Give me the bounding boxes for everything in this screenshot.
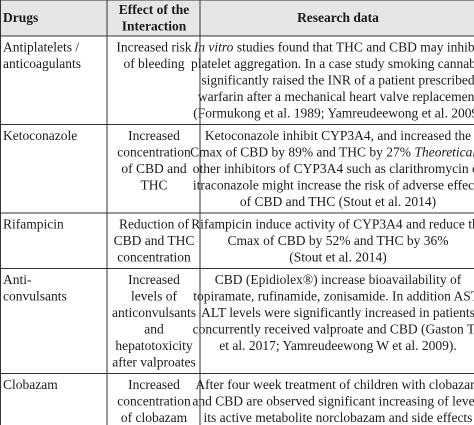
cell-text: Antiplatelets / bbox=[3, 39, 79, 54]
cell-text: hepatotoxicity bbox=[115, 338, 192, 353]
cell-text: concurrently received valproate and CBD … bbox=[193, 321, 474, 336]
cell-text: THC bbox=[141, 177, 168, 192]
cell-text: (Formukong et al. 1989; Yamreudeewong et… bbox=[193, 105, 474, 120]
cell-text: Increased bbox=[128, 128, 180, 143]
cell-text: Increased risk bbox=[116, 39, 192, 54]
cell-text: and CBD are observed significant increas… bbox=[192, 393, 474, 408]
cell-text: Increased bbox=[128, 272, 180, 287]
cell-text: anticonvulsants bbox=[112, 305, 196, 320]
text-run: In vitro bbox=[193, 39, 234, 54]
cell-text: levels of bbox=[131, 288, 178, 303]
cell-text: Rifampicin induce activity of CYP3A4 and… bbox=[191, 216, 474, 231]
cell-text: Rifampicin bbox=[3, 216, 64, 231]
cell-text: anticoagulants bbox=[3, 56, 81, 71]
cell-text: significantly raised the INR of a patien… bbox=[201, 72, 474, 87]
cell-text: of bleeding bbox=[123, 56, 184, 71]
cell-text: warfarin after a mechanical heart valve … bbox=[198, 89, 474, 104]
text-run: studies found that THC and CBD may inhib… bbox=[233, 39, 474, 54]
cell-text: platelet aggregation. In a case study sm… bbox=[191, 56, 474, 71]
cell-text: of CBD and THC (Stout et al. 2014) bbox=[240, 194, 436, 209]
text-run: Cmax of CBD by 89% and THC by 27% bbox=[190, 144, 414, 159]
cell-text: et al. 2017; Yamreudeewong W et al. 2009… bbox=[219, 338, 457, 353]
header-background bbox=[0, 0, 474, 36]
cell-text: Anti- bbox=[3, 272, 32, 287]
cell-text: of CBD and bbox=[121, 161, 186, 176]
cell-text: Clobazam bbox=[3, 377, 58, 392]
cell-text: Cmax of CBD by 52% and THC by 36% bbox=[228, 233, 449, 248]
cell-text: CBD and THC bbox=[114, 233, 195, 248]
cell-text: of clobazam bbox=[121, 410, 188, 425]
cell-text: Drugs bbox=[3, 10, 38, 25]
cell-text: ALT levels were significantly increased … bbox=[201, 305, 474, 320]
cell-text: its active metabolite norclobazam and si… bbox=[204, 410, 473, 425]
cell-text: concentration bbox=[117, 249, 191, 264]
cell-text: itraconazole might increase the risk of … bbox=[193, 177, 474, 192]
cell-text: CBD (Epidiolex®) increase bioavailabilit… bbox=[215, 272, 462, 287]
cell-text: Increased bbox=[128, 377, 180, 392]
cell-text: (Stout et al. 2014) bbox=[289, 249, 387, 264]
cell-text: Reduction of bbox=[119, 216, 190, 231]
cell-text: concentration bbox=[117, 393, 191, 408]
cell-text: Ketoconazole bbox=[3, 128, 77, 143]
cell-text: Effect of the bbox=[119, 2, 189, 17]
cell-text: In vitro studies found that THC and CBD … bbox=[193, 39, 474, 54]
cell-text: convulsants bbox=[3, 288, 67, 303]
cell-text: Interaction bbox=[122, 18, 187, 33]
cell-text: After four week treatment of children wi… bbox=[195, 377, 474, 392]
cell-text: concentration bbox=[117, 144, 191, 159]
cell-text: Research data bbox=[297, 10, 379, 25]
cell-text: other inhibitors of CYP3A4 such as clari… bbox=[193, 161, 474, 176]
cell-text: Ketoconazole inhibit CYP3A4, and increas… bbox=[205, 128, 471, 143]
cell-text: Cmax of CBD by 89% and THC by 27% Theore… bbox=[190, 144, 474, 159]
cell-text: after valproates bbox=[112, 354, 196, 369]
cell-text: topiramate, rufinamide, zonisamide. In a… bbox=[193, 288, 474, 303]
cell-text: and bbox=[144, 321, 164, 336]
text-run: Theoretically bbox=[414, 144, 474, 159]
